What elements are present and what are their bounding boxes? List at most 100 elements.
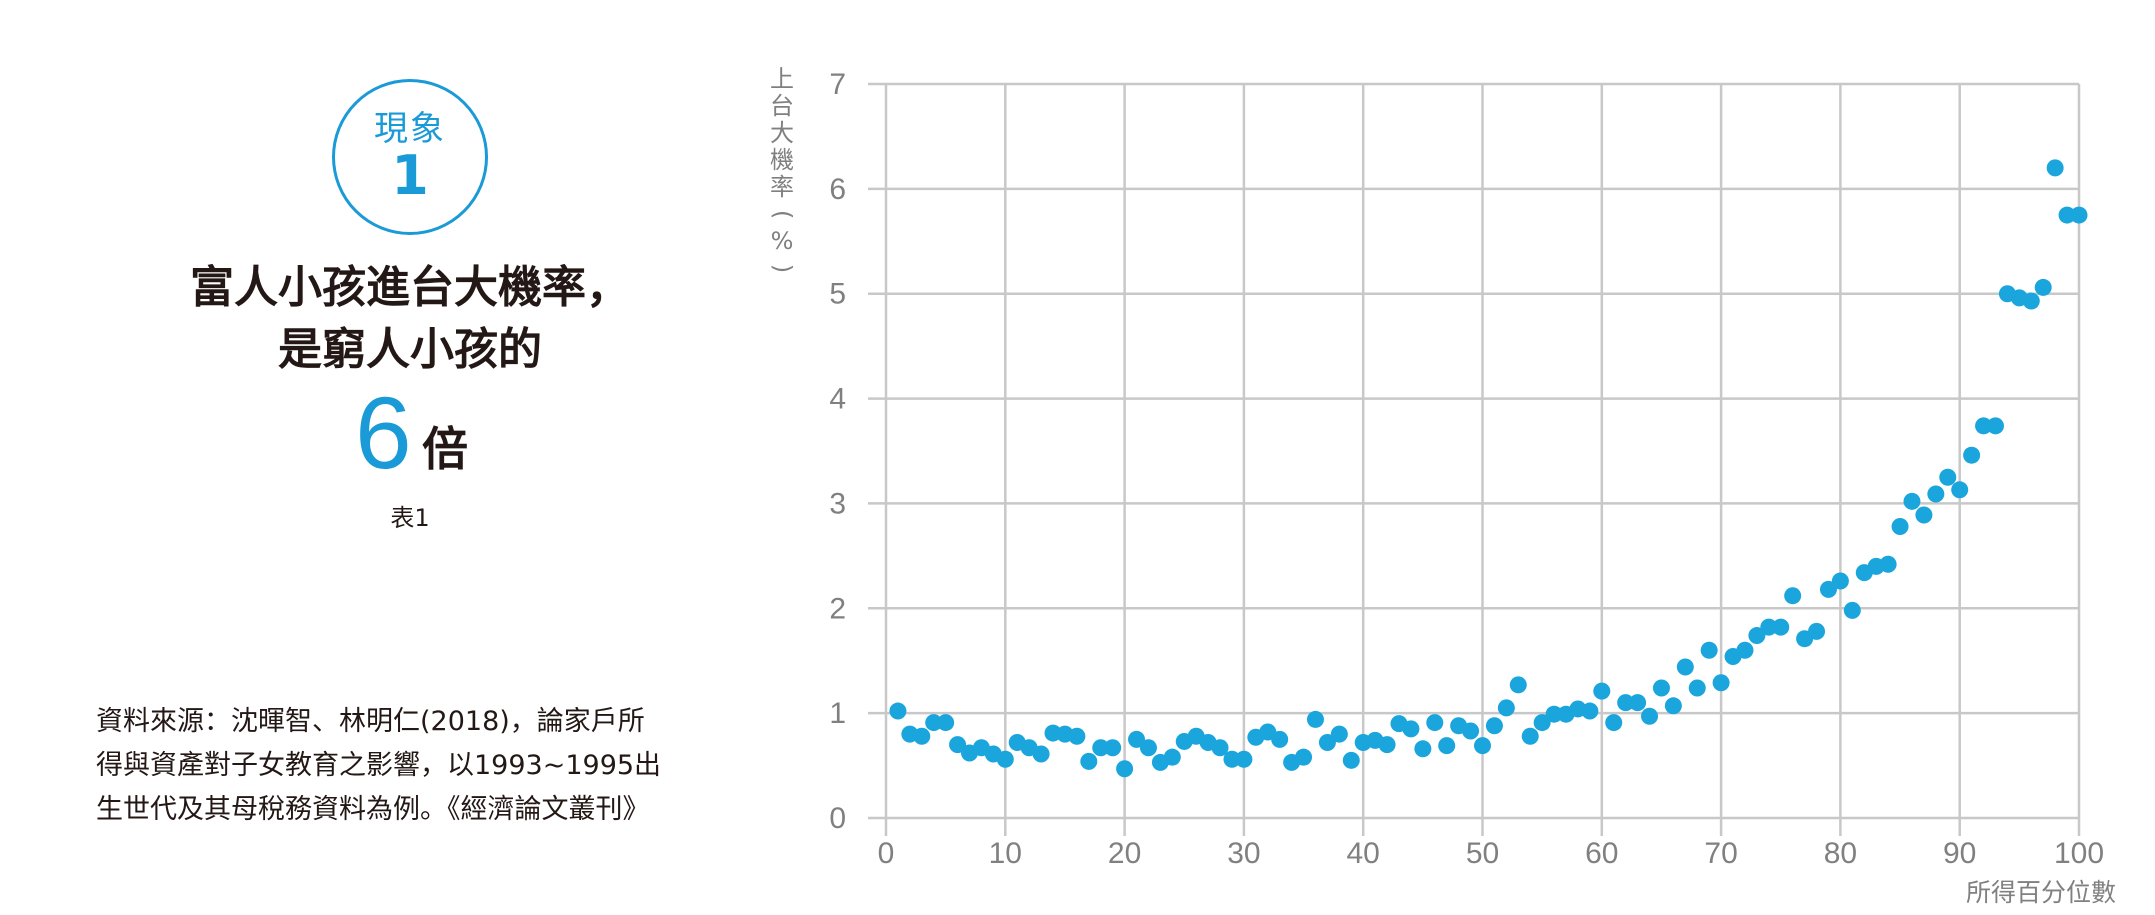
source-line-2: 得與資產對子女教育之影響，以1993~1995出 [96,750,662,781]
data-point [1617,694,1635,712]
multiplier-unit: 倍 [422,422,468,476]
data-point [1092,739,1110,757]
data-point [1772,618,1790,636]
data-point [1736,641,1754,659]
data-point [1521,727,1539,745]
multiplier-value: 6 [355,376,412,490]
data-point [1963,446,1981,464]
data-point [889,702,907,720]
multiplier: 6 倍 [340,378,500,488]
data-point [1032,745,1050,763]
data-point [1116,760,1134,778]
data-point [1891,517,1909,535]
data-point [1545,705,1563,723]
source-line-1: 資料來源：沈暉智、林明仁(2018)，論家戶所 [96,706,645,737]
data-point [937,714,955,732]
data-point [1211,739,1229,757]
data-point [1533,714,1551,732]
x-axis-label: 所得百分位數 [1966,878,2116,907]
data-point [1819,580,1837,598]
data-point [1378,736,1396,754]
data-point [2046,159,2064,177]
data-point [1235,750,1253,768]
y-axis-label-char: % [770,227,794,255]
data-point [1605,714,1623,732]
badge-label: 現象 [374,109,446,149]
data-point [1402,720,1420,738]
data-point [1927,485,1945,503]
x-tick-label: 100 [2054,837,2104,870]
data-point [1915,506,1933,524]
x-tick-label: 80 [1824,837,1857,870]
y-tick-label: 3 [829,487,846,520]
headline-line-1: 富人小孩進台大機率， [190,262,630,313]
data-point [1414,740,1432,758]
data-point [1163,748,1181,766]
data-point [949,736,967,754]
y-tick-label: 6 [829,173,846,206]
phenomenon-badge: 現象 1 [332,79,488,235]
y-tick-label: 7 [829,68,846,101]
x-tick-label: 30 [1227,837,1260,870]
data-point [1342,751,1360,769]
y-tick-label: 0 [829,802,846,835]
y-tick-label: 5 [829,278,846,311]
data-point [1748,627,1766,645]
x-tick-label: 0 [878,837,895,870]
data-point [1975,417,1993,435]
data-point [1903,492,1921,510]
data-point [1485,717,1503,735]
data-point [1664,697,1682,715]
data-point [2058,206,2076,224]
data-point [925,714,943,732]
data-point [913,727,931,745]
data-point [996,750,1014,768]
y-tick-label: 1 [829,697,846,730]
chart-points [889,159,2088,778]
source-note: 資料來源：沈暉智、林明仁(2018)，論家戶所 得與資產對子女教育之影響，以19… [96,700,716,832]
data-point [1808,622,1826,640]
y-axis-label-char: 大 [770,119,794,147]
data-point [2070,206,2088,224]
data-point [1330,725,1348,743]
data-point [1438,737,1456,755]
y-axis-label: 上 台 大 機 率 ( % ) [764,66,800,282]
data-point [1104,739,1122,757]
x-tick-label: 70 [1704,837,1737,870]
data-point [1271,730,1289,748]
data-point [2034,278,2052,296]
x-tick-label: 60 [1585,837,1618,870]
data-point [1509,676,1527,694]
data-point [1652,679,1670,697]
data-point [1462,722,1480,740]
y-tick-label: 4 [829,383,846,416]
data-point [1712,674,1730,692]
data-point [1831,572,1849,590]
data-point [1474,737,1491,755]
y-axis-label-char: 上 [770,65,794,93]
x-tick-label: 40 [1347,837,1380,870]
data-point [1080,752,1098,770]
headline-line-2: 是窮人小孩的 [278,324,542,375]
y-axis-label-char: 機 [770,146,794,174]
data-point [1223,750,1241,768]
data-point [1951,481,1969,499]
data-point [1676,658,1694,676]
data-point [1128,730,1146,748]
data-point [1497,699,1515,717]
data-point [2022,292,2040,310]
y-axis-label-char: 台 [770,92,794,120]
x-tick-label: 20 [1108,837,1141,870]
data-point [1986,417,2004,435]
table-label: 表1 [390,504,430,532]
y-tick-label: 2 [829,592,846,625]
source-line-3: 生世代及其母稅務資料為例。《經濟論文叢刊》 [96,794,650,825]
data-point [1843,601,1861,619]
data-point [1426,714,1444,732]
badge-number: 1 [391,144,429,207]
x-tick-label: 50 [1466,837,1499,870]
data-point [1760,618,1778,636]
data-point [1629,694,1647,712]
data-point [1306,710,1324,728]
